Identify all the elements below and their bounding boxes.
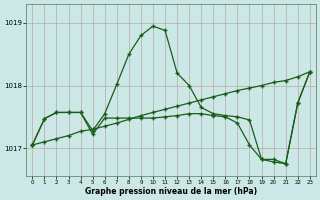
- X-axis label: Graphe pression niveau de la mer (hPa): Graphe pression niveau de la mer (hPa): [85, 187, 257, 196]
